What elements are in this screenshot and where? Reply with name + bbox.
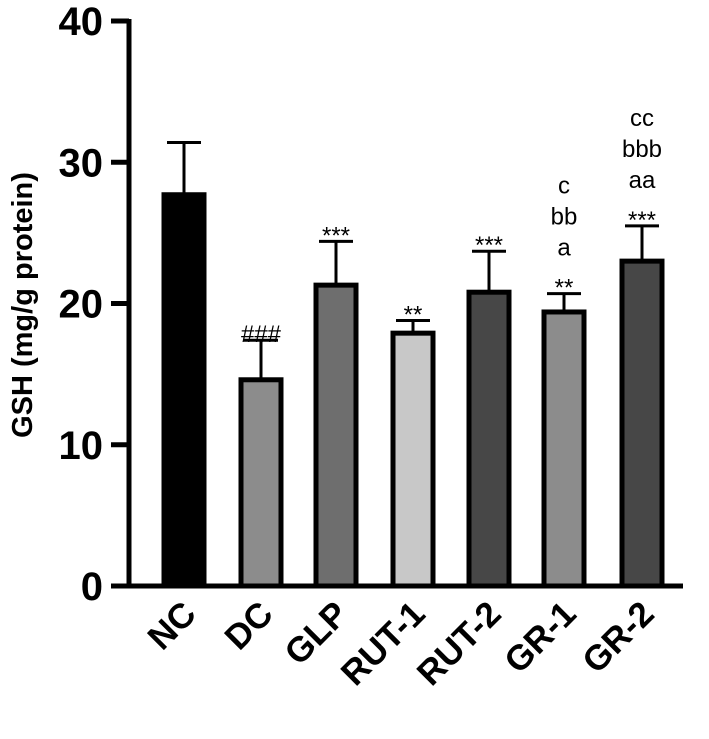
y-tick-label: 10 [59, 424, 104, 468]
bar-nc [161, 192, 207, 589]
bar-rut-1 [390, 330, 436, 589]
x-category-label: NC [140, 594, 203, 657]
x-category-label: GR-1 [497, 594, 584, 681]
significance-label: *** [628, 207, 656, 234]
y-tick-label: 0 [81, 565, 103, 609]
significance-label: ** [555, 275, 574, 302]
y-axis-ticks: 0 10 20 30 40 [59, 0, 129, 609]
bar-rut-2 [466, 289, 512, 589]
x-category-label: DC [217, 594, 280, 657]
y-tick-label: 40 [59, 0, 104, 44]
significance-label: bb [551, 204, 578, 231]
x-category-label: GR-2 [575, 594, 662, 681]
x-category-label: RUT-2 [410, 594, 509, 693]
y-axis-label: GSH (mg/g protein) [7, 172, 39, 438]
x-category-label: RUT-1 [334, 594, 433, 693]
significance-label: cc [630, 105, 654, 132]
significance-label: ** [404, 301, 423, 328]
bar-dc [238, 377, 284, 589]
bar-gr-1 [541, 309, 587, 589]
significance-label: bbb [622, 136, 662, 163]
bar-gr-2 [619, 258, 665, 589]
y-tick-label: 20 [59, 283, 104, 327]
significance-label: aa [629, 167, 656, 194]
bar-glp [313, 282, 359, 589]
significance-label: c [558, 173, 570, 200]
significance-label: *** [322, 222, 350, 249]
y-tick-label: 30 [59, 141, 104, 185]
significance-label: a [557, 235, 571, 262]
significance-label: *** [475, 232, 503, 259]
y-axis: 0 10 20 30 40 [59, 0, 132, 609]
significance-label: ### [241, 321, 282, 348]
